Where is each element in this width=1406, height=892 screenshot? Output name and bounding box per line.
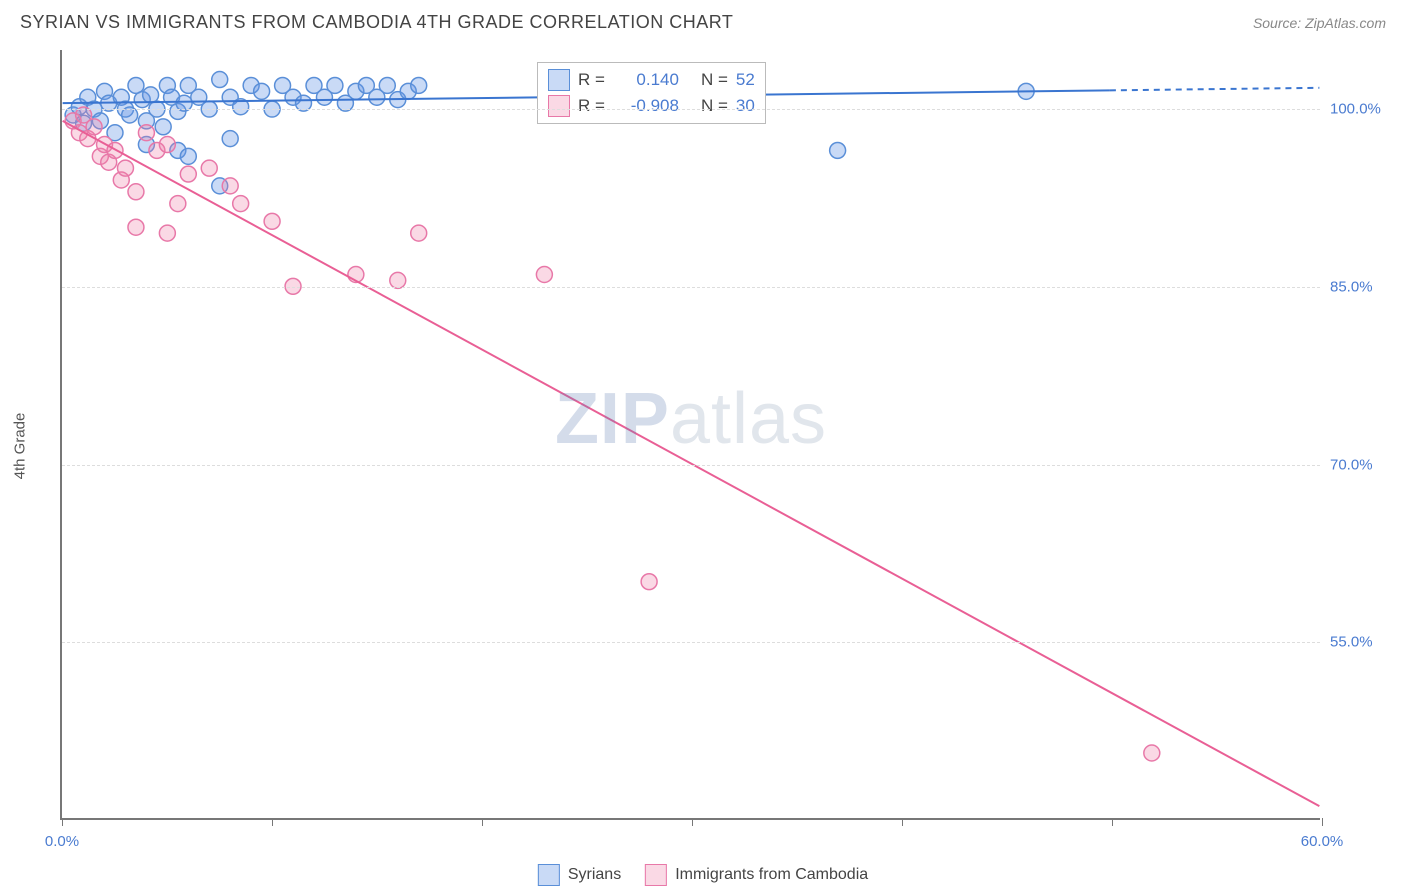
data-point xyxy=(170,196,186,212)
gridline xyxy=(62,109,1320,110)
data-point xyxy=(254,83,270,99)
x-tick xyxy=(62,818,63,826)
data-point xyxy=(201,160,217,176)
y-tick-label: 55.0% xyxy=(1330,634,1390,651)
data-point xyxy=(180,148,196,164)
data-point xyxy=(180,166,196,182)
data-point xyxy=(212,72,228,88)
y-tick-label: 70.0% xyxy=(1330,456,1390,473)
data-point xyxy=(159,225,175,241)
n-label: N = xyxy=(701,96,728,116)
legend-stat-row: R = 0.140 N = 52 xyxy=(548,67,755,93)
data-point xyxy=(222,178,238,194)
legend-item: Syrians xyxy=(538,864,621,886)
data-point xyxy=(327,77,343,93)
data-point xyxy=(117,160,133,176)
legend-bottom: Syrians Immigrants from Cambodia xyxy=(538,864,868,886)
legend-swatch xyxy=(548,95,570,117)
y-tick-label: 100.0% xyxy=(1330,101,1390,118)
y-tick-label: 85.0% xyxy=(1330,278,1390,295)
data-point xyxy=(128,184,144,200)
data-point xyxy=(86,119,102,135)
x-tick xyxy=(482,818,483,826)
trend-line-dashed xyxy=(1110,88,1319,91)
gridline xyxy=(62,287,1320,288)
data-point xyxy=(641,574,657,590)
r-value: -0.908 xyxy=(613,96,679,116)
x-tick xyxy=(1322,818,1323,826)
trend-line xyxy=(63,121,1320,806)
y-axis-label: 4th Grade xyxy=(12,413,29,480)
x-tick xyxy=(902,818,903,826)
n-label: N = xyxy=(701,70,728,90)
scatter-plot-svg xyxy=(62,50,1320,818)
data-point xyxy=(155,119,171,135)
data-point xyxy=(411,225,427,241)
legend-stat-row: R = -0.908 N = 30 xyxy=(548,93,755,119)
data-point xyxy=(536,267,552,283)
data-point xyxy=(830,142,846,158)
data-point xyxy=(264,213,280,229)
legend-label: Immigrants from Cambodia xyxy=(675,866,868,884)
legend-label: Syrians xyxy=(568,866,621,884)
x-tick xyxy=(272,818,273,826)
chart-title: SYRIAN VS IMMIGRANTS FROM CAMBODIA 4TH G… xyxy=(20,12,733,33)
data-point xyxy=(233,196,249,212)
x-tick-label: 60.0% xyxy=(1301,833,1344,850)
data-point xyxy=(379,77,395,93)
legend-swatch xyxy=(538,864,560,886)
data-point xyxy=(1144,745,1160,761)
data-point xyxy=(222,131,238,147)
data-point xyxy=(411,77,427,93)
data-point xyxy=(128,219,144,235)
source-attribution: Source: ZipAtlas.com xyxy=(1253,15,1386,31)
legend-item: Immigrants from Cambodia xyxy=(645,864,868,886)
legend-swatch xyxy=(645,864,667,886)
n-value: 30 xyxy=(736,96,755,116)
chart-header: SYRIAN VS IMMIGRANTS FROM CAMBODIA 4TH G… xyxy=(0,0,1406,41)
plot-area: ZIPatlas R =0.140N =52R =-0.908N =30 55.… xyxy=(60,50,1320,820)
data-point xyxy=(159,137,175,153)
r-value: 0.140 xyxy=(613,70,679,90)
legend-stats-box: R = 0.140 N = 52 R = -0.908 N = 30 xyxy=(537,62,766,124)
n-value: 52 xyxy=(736,70,755,90)
x-tick xyxy=(692,818,693,826)
gridline xyxy=(62,642,1320,643)
r-label: R = xyxy=(578,70,605,90)
r-label: R = xyxy=(578,96,605,116)
x-tick-label: 0.0% xyxy=(45,833,79,850)
data-point xyxy=(138,125,154,141)
gridline xyxy=(62,465,1320,466)
legend-swatch xyxy=(548,69,570,91)
x-tick xyxy=(1112,818,1113,826)
